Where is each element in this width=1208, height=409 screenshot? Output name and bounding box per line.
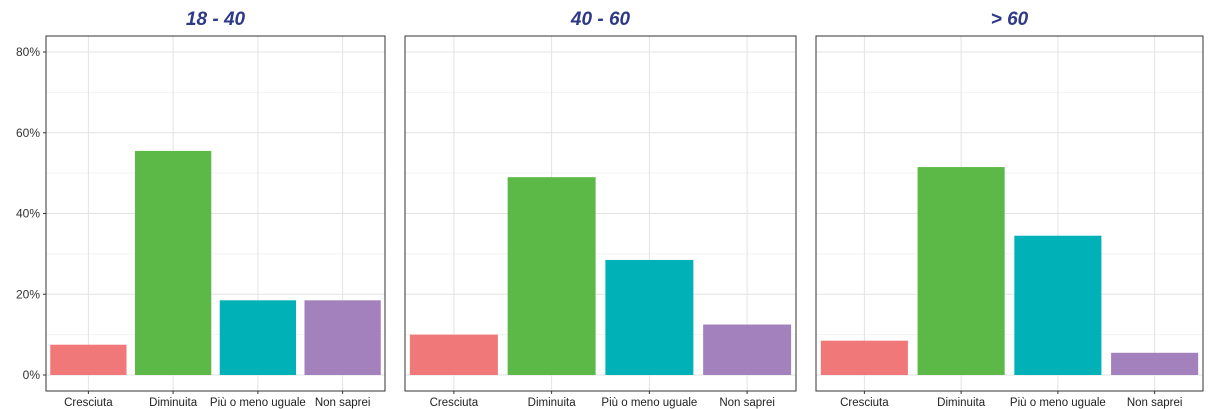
- x-tick-label: Diminuita: [937, 397, 986, 409]
- bar-diminuita: [134, 150, 212, 375]
- x-tick-label: Cresciuta: [430, 397, 479, 409]
- x-tick-label: Più o meno uguale: [1010, 397, 1106, 409]
- x-tick-label: Non saprei: [1127, 397, 1183, 409]
- x-tick-label: Più o meno uguale: [601, 397, 697, 409]
- panel-border-1: [404, 35, 797, 392]
- bar-cresciuta: [409, 334, 498, 375]
- x-tick-label: Cresciuta: [64, 397, 113, 409]
- y-tick-label: 80%: [16, 45, 40, 59]
- y-tick-label: 20%: [16, 287, 40, 301]
- facet-title: 40 - 60: [570, 9, 631, 30]
- panel-border-2: [815, 35, 1204, 392]
- y-tick-label: 60%: [16, 126, 40, 140]
- bar-pi-o-meno-uguale: [1014, 235, 1102, 375]
- bar-non-saprei: [304, 300, 381, 375]
- facet-title: > 60: [991, 9, 1029, 30]
- x-tick-label: Diminuita: [149, 397, 198, 409]
- bar-pi-o-meno-uguale: [219, 300, 297, 375]
- x-tick-label: Diminuita: [528, 397, 577, 409]
- x-tick-label: Cresciuta: [840, 397, 889, 409]
- bar-pi-o-meno-uguale: [605, 259, 694, 375]
- bar-diminuita: [917, 167, 1005, 375]
- x-tick-label: Più o meno uguale: [210, 397, 306, 409]
- bar-non-saprei: [1111, 352, 1199, 375]
- facet-title: 18 - 40: [186, 9, 246, 30]
- y-tick-label: 40%: [16, 207, 40, 221]
- bar-cresciuta: [50, 344, 127, 375]
- y-tick-label: 0%: [23, 368, 41, 382]
- x-tick-label: Non saprei: [719, 397, 775, 409]
- x-tick-label: Non saprei: [315, 397, 371, 409]
- bar-cresciuta: [820, 340, 908, 375]
- bar-diminuita: [507, 177, 596, 375]
- bar-non-saprei: [703, 324, 792, 375]
